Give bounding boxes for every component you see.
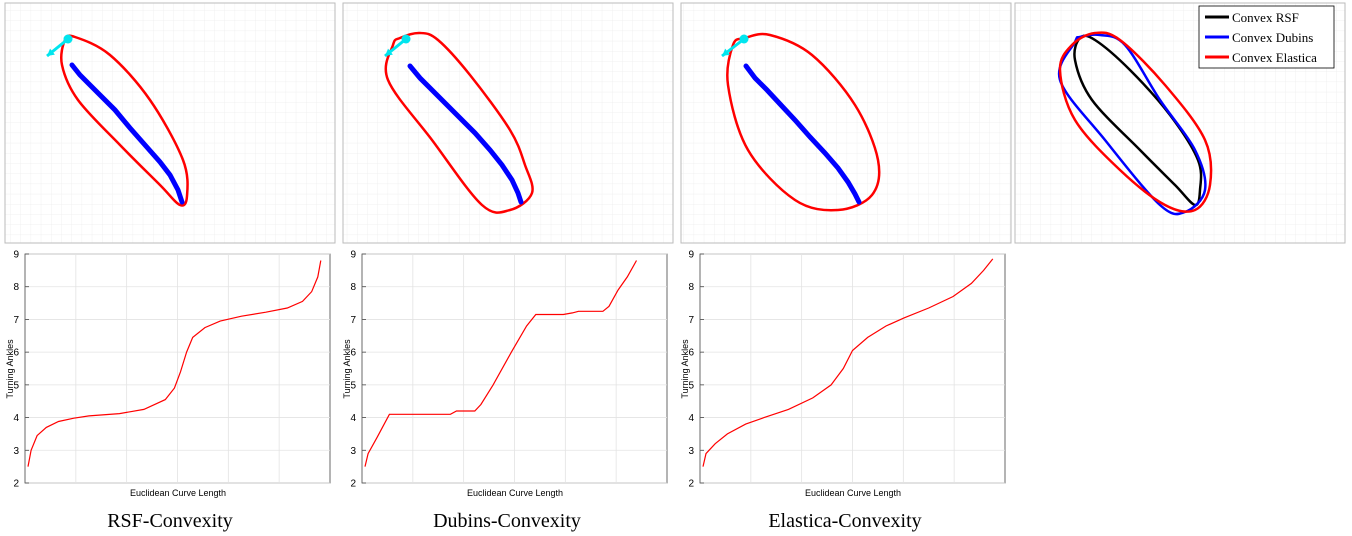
y-tick-label: 5: [350, 380, 356, 391]
arrow-head: [722, 48, 730, 56]
hull-convex-dubins: [1057, 33, 1207, 216]
convex-hull-curve: [384, 31, 534, 214]
y-tick-label: 2: [13, 479, 19, 490]
y-tick-label: 6: [13, 348, 19, 359]
y-tick-label: 7: [350, 315, 356, 326]
y-tick-label: 5: [688, 380, 694, 391]
top-panel-comparison: [1014, 2, 1346, 244]
y-tick-label: 4: [350, 413, 356, 424]
top-panel-dubins: [342, 2, 674, 244]
y-tick-label: 9: [350, 250, 356, 261]
top-panel-rsf: [4, 2, 336, 244]
y-tick-label: 3: [13, 446, 19, 457]
y-tick-label: 9: [13, 250, 19, 261]
y-tick-label: 2: [350, 479, 356, 490]
y-tick-label: 8: [688, 282, 694, 293]
y-tick-label: 5: [13, 380, 19, 391]
convex-hull-curve: [726, 32, 881, 212]
hull-convex-elastica: [1058, 31, 1213, 213]
trajectory-line: [69, 62, 185, 205]
turning-angle-curve: [27, 260, 322, 467]
y-tick-label: 8: [13, 282, 19, 293]
x-axis-label: Euclidean Curve Length: [130, 488, 226, 498]
top-panel-elastica: [680, 2, 1012, 244]
x-axis-label: Euclidean Curve Length: [467, 488, 563, 498]
y-tick-label: 6: [688, 348, 694, 359]
turning-angle-curve: [364, 260, 638, 467]
y-tick-label: 2: [688, 479, 694, 490]
legend: Convex RSF Convex Dubins Convex Elastica: [1198, 5, 1335, 69]
caption-dubins: Dubins-Convexity: [433, 510, 581, 532]
trajectory-line: [407, 63, 524, 205]
y-tick-label: 4: [688, 413, 694, 424]
turning-angle-curve: [702, 258, 994, 467]
y-axis-label: Turning Ankles: [5, 339, 15, 399]
arrow-head: [385, 48, 393, 56]
legend-label-rsf: Convex RSF: [1232, 10, 1299, 25]
y-tick-label: 3: [350, 446, 356, 457]
y-tick-label: 8: [350, 282, 356, 293]
y-tick-label: 7: [688, 315, 694, 326]
start-point-marker: [739, 34, 749, 44]
legend-label-elastica: Convex Elastica: [1232, 50, 1317, 65]
start-point-marker: [63, 34, 73, 44]
convex-hull-curve: [60, 34, 189, 207]
y-tick-label: 9: [688, 250, 694, 261]
caption-rsf: RSF-Convexity: [107, 510, 233, 532]
y-tick-label: 6: [350, 348, 356, 359]
start-point-marker: [401, 34, 411, 44]
x-axis-label: Euclidean Curve Length: [805, 488, 901, 498]
arrow-head: [47, 48, 55, 56]
legend-label-dubins: Convex Dubins: [1232, 30, 1313, 45]
caption-elastica: Elastica-Convexity: [768, 510, 922, 532]
y-axis-label: Turning Ankles: [680, 339, 690, 399]
y-tick-label: 7: [13, 315, 19, 326]
bottom-panel-rsf: Euclidean Curve Length Turning Ankles 2 3…: [5, 250, 331, 498]
bottom-panel-dubins: Euclidean Curve Length Turning Ankles 2 3…: [342, 250, 668, 498]
trajectory-line: [743, 63, 862, 205]
bottom-panel-elastica: Euclidean Curve Length Turning Ankles 2 3…: [680, 250, 1006, 498]
y-tick-label: 3: [688, 446, 694, 457]
y-axis-label: Turning Ankles: [342, 339, 352, 399]
y-tick-label: 4: [13, 413, 19, 424]
